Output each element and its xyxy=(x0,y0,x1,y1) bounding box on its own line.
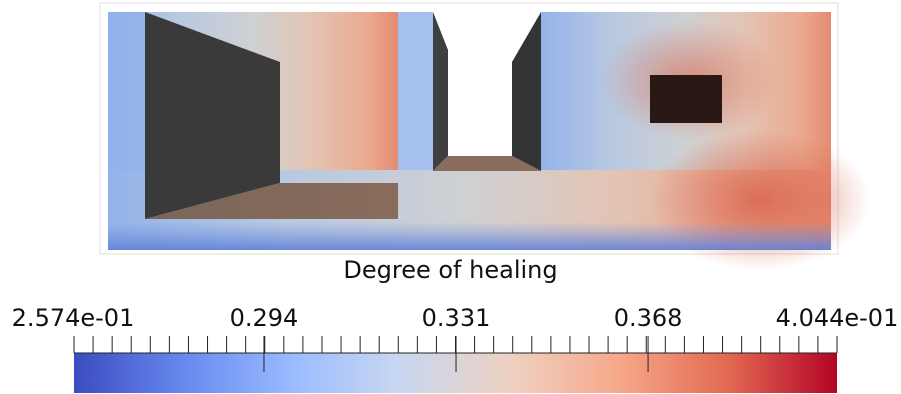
colorbar xyxy=(73,336,838,393)
slot-right-wall xyxy=(512,12,541,171)
colorbar-min-label: 2.574e-01 xyxy=(11,304,135,332)
colorbar-major-ticks xyxy=(263,336,649,372)
interior-hole xyxy=(650,75,722,123)
left-wall-front xyxy=(145,12,280,219)
slot-left-wall xyxy=(433,12,448,171)
left-floor xyxy=(145,183,398,219)
colorbar-tick-label: 0.331 xyxy=(421,304,491,332)
colorbar-max-label: 4.044e-01 xyxy=(775,304,899,332)
colorbar-tick-label: 0.368 xyxy=(613,304,683,332)
colorbar-gradient xyxy=(74,353,837,393)
colorbar-minor-ticks xyxy=(73,336,838,354)
colorbar-title: Degree of healing xyxy=(343,256,558,284)
colorbar-tick-label: 0.294 xyxy=(229,304,299,332)
slot-floor xyxy=(433,156,541,171)
render-frame xyxy=(99,2,839,255)
